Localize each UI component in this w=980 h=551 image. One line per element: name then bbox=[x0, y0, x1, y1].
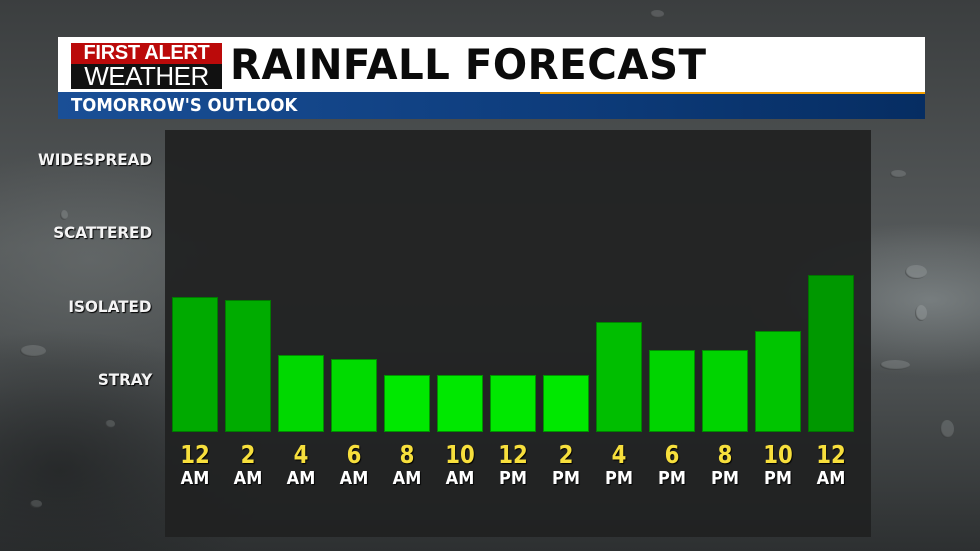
page-subtitle: TOMORROW'S OUTLOOK bbox=[71, 95, 298, 116]
accent-line bbox=[540, 92, 925, 94]
logo-weather: WEATHER bbox=[71, 63, 222, 89]
x-tick-label: 6 AM bbox=[324, 441, 384, 489]
y-tick-label: STRAY bbox=[97, 370, 152, 389]
x-tick-ampm: AM bbox=[286, 468, 316, 489]
x-tick-label: 6 PM bbox=[642, 441, 702, 489]
first-alert-weather-logo: FIRST ALERT WEATHER bbox=[71, 43, 222, 89]
x-tick-ampm: PM bbox=[710, 468, 739, 489]
x-tick-ampm: PM bbox=[604, 468, 633, 489]
x-tick-label: 8 PM bbox=[695, 441, 755, 489]
x-tick-ampm: AM bbox=[392, 468, 422, 489]
x-tick-ampm: AM bbox=[233, 468, 263, 489]
x-tick-label: 10 PM bbox=[748, 441, 808, 489]
x-tick-ampm: AM bbox=[180, 468, 210, 489]
title-header: FIRST ALERT WEATHER RAINFALL FORECAST bbox=[58, 37, 925, 92]
x-tick-hour: 8 bbox=[717, 440, 733, 469]
bar bbox=[808, 275, 854, 432]
x-tick-label: 10 AM bbox=[430, 441, 490, 489]
x-tick-hour: 2 bbox=[558, 440, 574, 469]
bar bbox=[596, 322, 642, 432]
x-tick-hour: 10 bbox=[445, 440, 475, 469]
x-tick-hour: 6 bbox=[346, 440, 362, 469]
bar bbox=[755, 331, 801, 432]
x-tick-ampm: PM bbox=[498, 468, 527, 489]
x-tick-ampm: AM bbox=[445, 468, 475, 489]
x-tick-hour: 10 bbox=[763, 440, 793, 469]
page-title: RAINFALL FORECAST bbox=[230, 40, 707, 89]
x-tick-label: 8 AM bbox=[377, 441, 437, 489]
x-tick-label: 4 AM bbox=[271, 441, 331, 489]
x-tick-ampm: AM bbox=[816, 468, 846, 489]
x-tick-hour: 2 bbox=[240, 440, 256, 469]
x-tick-hour: 12 bbox=[816, 440, 846, 469]
y-tick-label: WIDESPREAD bbox=[38, 149, 152, 169]
x-tick-hour: 8 bbox=[399, 440, 415, 469]
subtitle-bar: TOMORROW'S OUTLOOK bbox=[58, 92, 925, 119]
bar bbox=[649, 350, 695, 432]
x-tick-label: 12 AM bbox=[801, 441, 861, 489]
x-tick-hour: 6 bbox=[664, 440, 680, 469]
y-tick-label: SCATTERED bbox=[53, 223, 152, 242]
bar bbox=[702, 350, 748, 432]
logo-first-alert: FIRST ALERT bbox=[71, 43, 222, 64]
bar bbox=[543, 375, 589, 432]
x-tick-label: 12 AM bbox=[165, 441, 225, 489]
x-tick-ampm: AM bbox=[339, 468, 369, 489]
bar bbox=[384, 375, 430, 432]
x-tick-hour: 12 bbox=[180, 440, 210, 469]
bar bbox=[278, 355, 324, 432]
bar bbox=[172, 297, 218, 432]
chart-panel bbox=[165, 130, 871, 537]
bar bbox=[225, 300, 271, 432]
x-tick-label: 4 PM bbox=[589, 441, 649, 489]
bar bbox=[331, 358, 377, 432]
bar bbox=[490, 375, 536, 432]
x-tick-ampm: PM bbox=[763, 468, 792, 489]
x-tick-hour: 4 bbox=[293, 440, 309, 469]
x-tick-label: 2 AM bbox=[218, 441, 278, 489]
x-tick-ampm: PM bbox=[551, 468, 580, 489]
x-tick-hour: 4 bbox=[611, 440, 627, 469]
x-tick-label: 2 PM bbox=[536, 441, 596, 489]
y-tick-label: ISOLATED bbox=[68, 296, 152, 316]
x-tick-ampm: PM bbox=[657, 468, 686, 489]
x-tick-label: 12 PM bbox=[483, 441, 543, 489]
x-tick-hour: 12 bbox=[498, 440, 528, 469]
bar bbox=[437, 375, 483, 432]
